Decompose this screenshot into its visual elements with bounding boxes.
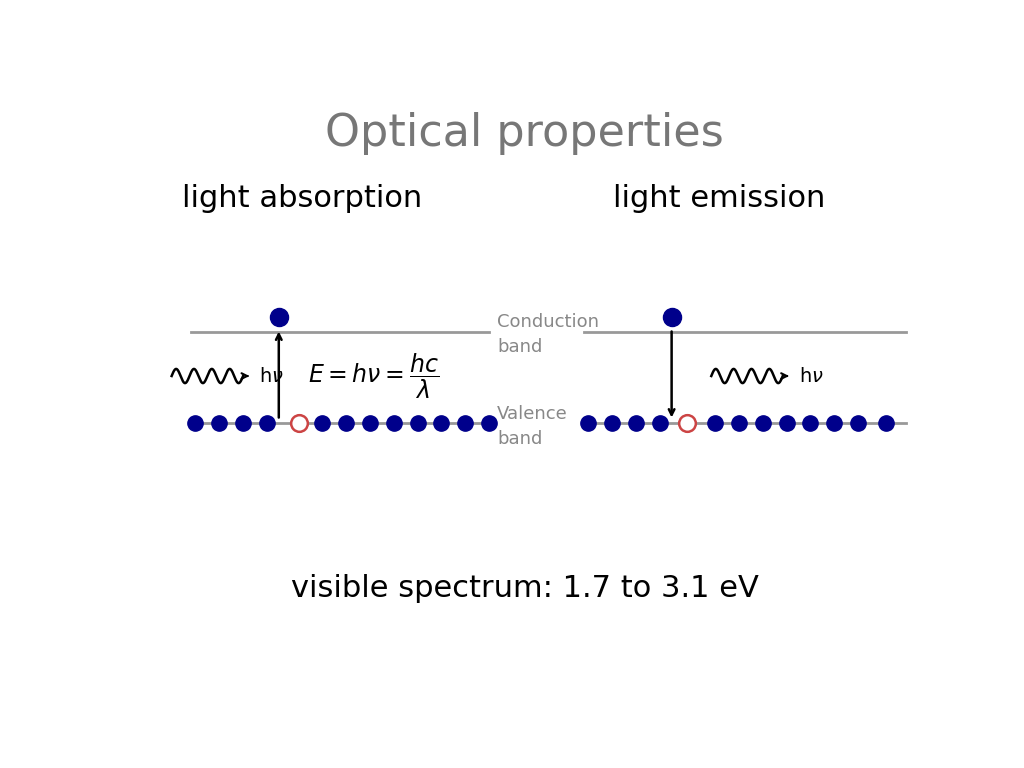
Text: visible spectrum: 1.7 to 3.1 eV: visible spectrum: 1.7 to 3.1 eV <box>291 574 759 604</box>
Text: h$\nu$: h$\nu$ <box>799 366 823 386</box>
Text: $E = h\nu = \dfrac{hc}{\lambda}$: $E = h\nu = \dfrac{hc}{\lambda}$ <box>308 351 439 401</box>
Text: light emission: light emission <box>613 184 825 213</box>
Text: h$\nu$: h$\nu$ <box>259 366 284 386</box>
Text: Valence
band: Valence band <box>497 405 567 448</box>
Text: Conduction
band: Conduction band <box>497 313 599 356</box>
Text: Optical properties: Optical properties <box>326 112 724 155</box>
Text: light absorption: light absorption <box>182 184 423 213</box>
